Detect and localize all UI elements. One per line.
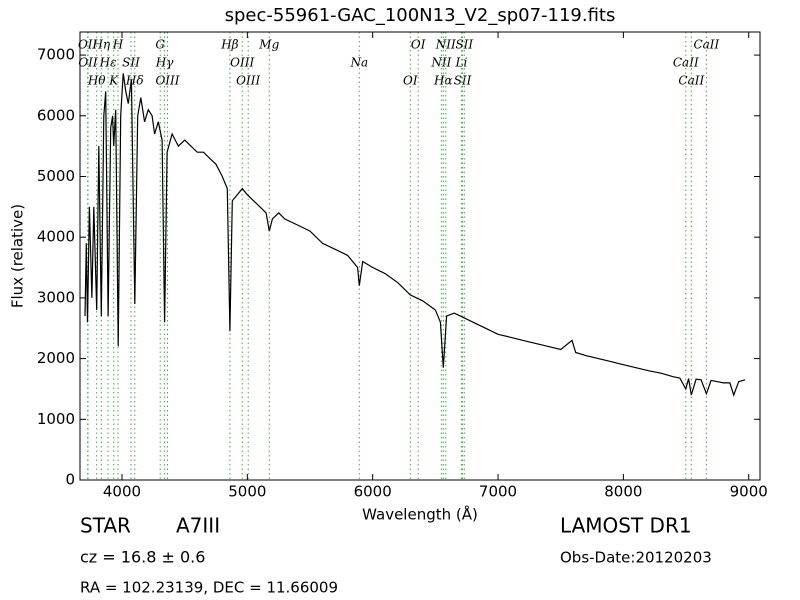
spectral-line-label: NII <box>435 38 456 52</box>
obs-date: Obs-Date:20120203 <box>560 549 712 567</box>
spectral-line-label: Hβ <box>220 38 238 52</box>
x-tick-label: 9000 <box>730 483 768 501</box>
spectral-line-label: K <box>108 74 119 88</box>
x-axis-label: Wavelength (Å) <box>362 505 478 524</box>
y-tick-label: 0 <box>65 471 75 489</box>
y-tick-label: 5000 <box>37 167 75 185</box>
y-tick-label: 4000 <box>37 228 75 246</box>
spectral-line-label: Hγ <box>155 56 174 70</box>
x-tick-label: 6000 <box>354 483 392 501</box>
spectral-line-label: SII <box>455 38 473 52</box>
spectral-line-label: CaII <box>673 56 699 70</box>
y-tick-label: 1000 <box>37 410 75 428</box>
spectral-line-label: Hδ <box>125 74 144 88</box>
spectral-line-label: OI <box>403 74 418 88</box>
spectral-line-label: SII <box>122 56 140 70</box>
plot-frame <box>79 31 761 481</box>
y-axis-label: Flux (relative) <box>9 204 27 308</box>
spectral-line-label: CaII <box>678 74 704 88</box>
spectral-line-label: OIII <box>230 56 254 70</box>
spectral-line-label: SII <box>454 74 472 88</box>
survey-name: LAMOST DR1 <box>560 514 692 538</box>
object-subclass: A7III <box>176 514 220 538</box>
spectral-line-label: NII <box>430 56 451 70</box>
chart-title: spec-55961-GAC_100N13_V2_sp07-119.fits <box>225 5 616 26</box>
x-tick-label: 4000 <box>103 483 141 501</box>
spectral-line-label: OIII <box>155 74 179 88</box>
spectral-line-label: CaII <box>693 38 719 52</box>
y-tick-label: 7000 <box>37 46 75 64</box>
spectral-line-label: OII <box>78 38 98 52</box>
redshift: cz = 16.8 ± 0.6 <box>80 548 205 567</box>
spectral-line-label: Hε <box>99 56 117 70</box>
spectrum-line <box>84 73 746 397</box>
spectral-line-label: OIII <box>236 74 260 88</box>
spectral-line-label: H <box>112 38 124 52</box>
object-class: STAR <box>80 514 131 538</box>
spectral-line-label: OI <box>411 38 426 52</box>
spectral-line-label: OII <box>78 56 98 70</box>
x-tick-label: 8000 <box>604 483 642 501</box>
y-tick-label: 3000 <box>37 288 75 306</box>
x-tick-label: 5000 <box>228 483 266 501</box>
spectral-line-label: Hη <box>91 38 110 52</box>
spectral-line-label: G <box>155 38 165 52</box>
y-tick-label: 6000 <box>37 106 75 124</box>
x-tick-label: 7000 <box>479 483 517 501</box>
spectral-line-label: Li <box>455 56 468 70</box>
spectral-line-label: Na <box>349 56 368 70</box>
coordinates: RA = 102.23139, DEC = 11.66009 <box>80 579 338 597</box>
spectral-line-label: Mg <box>258 38 279 52</box>
y-tick-label: 2000 <box>37 349 75 367</box>
spectral-line-label: Hθ <box>87 74 106 88</box>
spectral-line-label: Hα <box>433 74 453 88</box>
